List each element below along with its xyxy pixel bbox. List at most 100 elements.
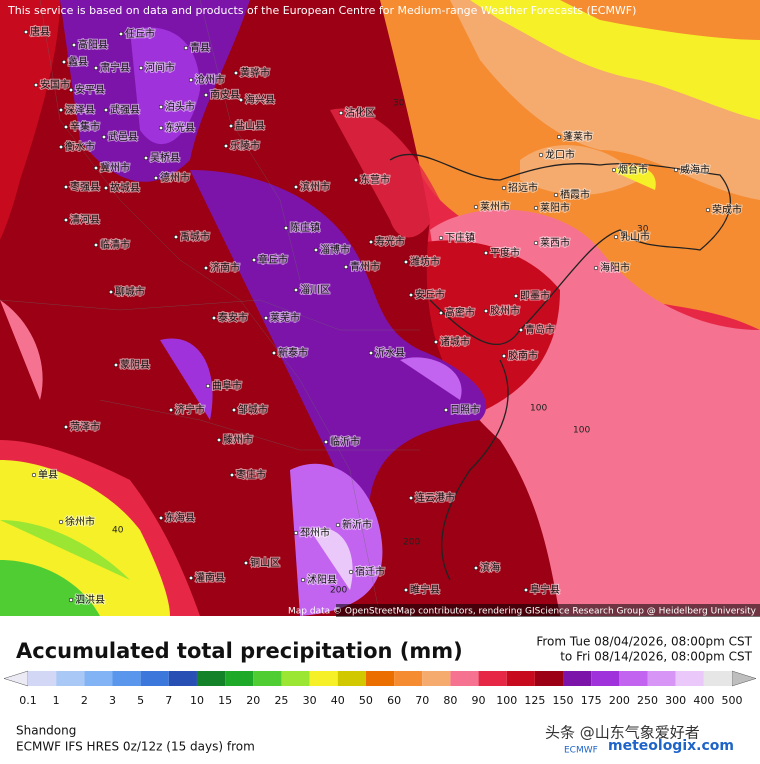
title: Accumulated total precipitation (mm): [16, 639, 463, 663]
colorbar-label: 300: [665, 694, 686, 707]
city-label: 陈庄镇: [290, 221, 320, 234]
city-dot: [61, 59, 67, 65]
logo-sub: ECMWF: [564, 746, 598, 756]
city-dot: [556, 134, 562, 140]
colorbar-segment: [309, 671, 338, 686]
notice: This service is based on data and produc…: [7, 4, 636, 17]
city-label: 蠡县: [68, 55, 88, 68]
city-label: 胶州市: [490, 304, 520, 317]
city-dot: [58, 144, 64, 150]
colorbar-segment: [422, 671, 451, 686]
colorbar-label: 125: [524, 694, 545, 707]
city-dot: [538, 152, 544, 158]
attribution-bg: [336, 604, 760, 617]
city-dot: [408, 292, 414, 298]
city-dot: [216, 437, 222, 443]
colorbar-label: 80: [443, 694, 457, 707]
city-dot: [533, 205, 539, 211]
city-label: 东光县: [165, 121, 195, 134]
city-label: 诸城市: [440, 335, 470, 348]
city-label: 曲阜市: [212, 379, 242, 392]
colorbar-segment: [112, 671, 141, 686]
city-dot: [271, 350, 277, 356]
city-label: 黄骅市: [240, 66, 270, 79]
city-dot: [408, 495, 414, 501]
legend-panel: [0, 617, 760, 760]
city-dot: [705, 207, 711, 213]
contour-label: 40: [112, 526, 124, 536]
colorbar-segment: [450, 671, 479, 686]
colorbar-label: 5: [137, 694, 144, 707]
region: Shandong: [16, 724, 76, 738]
colorbar-segment: [591, 671, 620, 686]
city-dot: [138, 65, 144, 71]
city-dot: [188, 575, 194, 581]
city-dot: [368, 239, 374, 245]
city-label: 青州市: [350, 260, 380, 273]
city-dot: [593, 265, 599, 271]
city-label: 沭阳县: [307, 574, 337, 586]
city-dot: [433, 339, 439, 345]
city-label: 阜宁县: [530, 583, 560, 596]
city-dot: [203, 92, 209, 98]
city-label: 东营市: [360, 173, 390, 186]
colorbar-segment: [140, 671, 169, 686]
city-dot: [58, 107, 64, 113]
city-dot: [533, 240, 539, 246]
colorbar-segment: [225, 671, 254, 686]
city-label: 衡水市: [65, 140, 95, 153]
city-label: 青岛市: [525, 323, 555, 336]
colorbar-label: 400: [693, 694, 714, 707]
colorbar-label: 0.1: [19, 694, 37, 707]
city-label: 安国市: [40, 78, 70, 91]
city-label: 新泰市: [278, 346, 308, 359]
colorbar-label: 3: [109, 694, 116, 707]
colorbar-segment: [168, 671, 197, 686]
city-label: 深泽县: [65, 104, 95, 116]
city-dot: [33, 82, 39, 88]
city-dot: [403, 259, 409, 265]
city-label: 任丘市: [125, 27, 155, 40]
city-dot: [343, 264, 349, 270]
colorbar-segment: [394, 671, 423, 686]
city-label: 肃宁县: [100, 61, 130, 74]
colorbar-label: 90: [472, 694, 486, 707]
city-dot: [368, 350, 374, 356]
city-label: 莱西市: [540, 236, 570, 249]
city-dot: [229, 472, 235, 478]
city-label: 招远市: [508, 181, 538, 194]
city-dot: [293, 184, 299, 190]
city-dot: [168, 407, 174, 413]
city-dot: [31, 472, 37, 478]
city-dot: [118, 31, 124, 37]
colorbar-segment: [365, 671, 395, 686]
city-label: 即墨市: [520, 289, 550, 302]
colorbar-segment: [337, 671, 366, 686]
city-label: 泗洪县: [75, 594, 105, 606]
colorbar-segment: [196, 671, 226, 686]
city-label: 寿光市: [375, 235, 405, 248]
city-label: 荣成市: [712, 203, 742, 216]
city-label: 灌南县: [195, 571, 225, 584]
city-dot: [353, 177, 359, 183]
city-label: 莱芜市: [270, 311, 300, 324]
city-dot: [243, 560, 249, 566]
city-label: 济宁市: [175, 403, 205, 416]
colorbar-segment: [84, 671, 113, 686]
colorbar-segment: [28, 671, 57, 686]
city-label: 莱阳市: [540, 201, 570, 214]
city-dot: [501, 353, 507, 359]
city-label: 河间市: [145, 61, 175, 74]
city-dot: [238, 97, 244, 103]
city-label: 清河县: [70, 213, 100, 226]
city-dot: [103, 107, 109, 113]
colorbar-segment: [281, 671, 310, 686]
city-label: 龙口市: [545, 148, 575, 161]
city-label: 蒙阴县: [120, 358, 150, 371]
city-dot: [223, 143, 229, 149]
city-dot: [68, 87, 74, 93]
city-dot: [63, 217, 69, 223]
city-label: 高阳县: [78, 38, 108, 51]
city-label: 德州市: [160, 171, 190, 184]
city-label: 宿迁市: [355, 565, 385, 578]
